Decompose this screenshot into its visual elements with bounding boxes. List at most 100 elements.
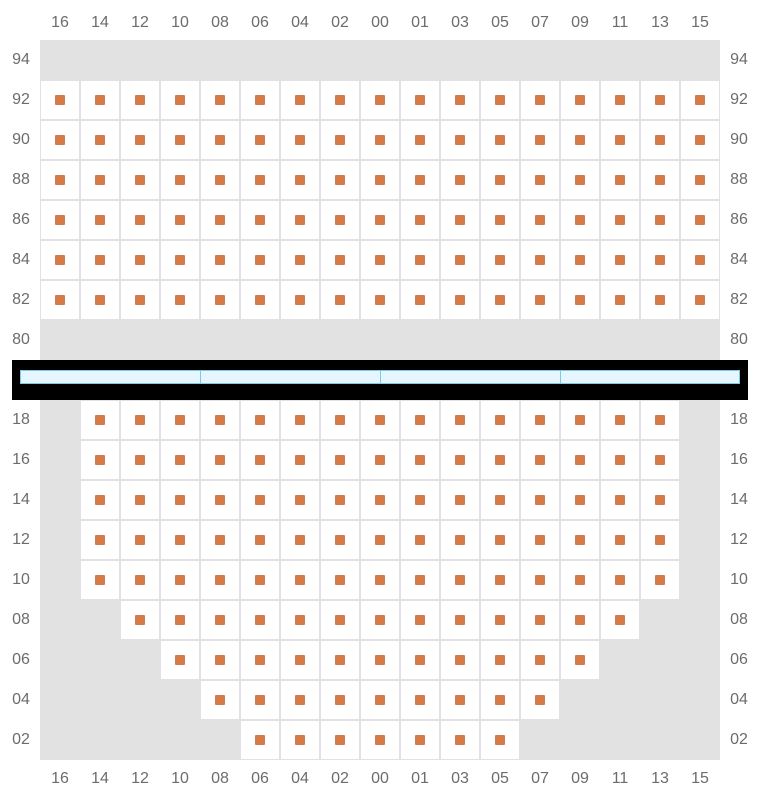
- seat-lower-14-03[interactable]: [455, 495, 465, 505]
- seat-upper-92-09[interactable]: [575, 95, 585, 105]
- seat-upper-90-10[interactable]: [175, 135, 185, 145]
- seat-upper-82-00[interactable]: [375, 295, 385, 305]
- seat-lower-16-03[interactable]: [455, 455, 465, 465]
- seat-lower-14-02[interactable]: [335, 495, 345, 505]
- seat-lower-10-04[interactable]: [295, 575, 305, 585]
- seat-lower-08-11[interactable]: [615, 615, 625, 625]
- seat-lower-04-01[interactable]: [415, 695, 425, 705]
- seat-lower-06-02[interactable]: [335, 655, 345, 665]
- seat-lower-08-05[interactable]: [495, 615, 505, 625]
- seat-upper-86-12[interactable]: [135, 215, 145, 225]
- seat-lower-12-09[interactable]: [575, 535, 585, 545]
- seat-upper-90-16[interactable]: [55, 135, 65, 145]
- seat-upper-88-08[interactable]: [215, 175, 225, 185]
- seat-lower-12-06[interactable]: [255, 535, 265, 545]
- seat-upper-82-10[interactable]: [175, 295, 185, 305]
- seat-lower-18-06[interactable]: [255, 415, 265, 425]
- seat-lower-06-03[interactable]: [455, 655, 465, 665]
- seat-lower-10-07[interactable]: [535, 575, 545, 585]
- seat-lower-16-00[interactable]: [375, 455, 385, 465]
- seat-upper-88-05[interactable]: [495, 175, 505, 185]
- seat-upper-86-08[interactable]: [215, 215, 225, 225]
- seat-lower-04-06[interactable]: [255, 695, 265, 705]
- seat-lower-18-03[interactable]: [455, 415, 465, 425]
- seat-upper-84-03[interactable]: [455, 255, 465, 265]
- seat-lower-14-06[interactable]: [255, 495, 265, 505]
- seat-upper-90-07[interactable]: [535, 135, 545, 145]
- seat-upper-92-05[interactable]: [495, 95, 505, 105]
- seat-upper-86-10[interactable]: [175, 215, 185, 225]
- seat-lower-02-04[interactable]: [295, 735, 305, 745]
- seat-upper-86-09[interactable]: [575, 215, 585, 225]
- seat-lower-12-07[interactable]: [535, 535, 545, 545]
- seat-lower-18-07[interactable]: [535, 415, 545, 425]
- seat-lower-08-06[interactable]: [255, 615, 265, 625]
- seat-lower-18-09[interactable]: [575, 415, 585, 425]
- seat-lower-06-09[interactable]: [575, 655, 585, 665]
- seat-upper-84-11[interactable]: [615, 255, 625, 265]
- seat-lower-16-08[interactable]: [215, 455, 225, 465]
- seat-upper-86-02[interactable]: [335, 215, 345, 225]
- seat-upper-86-06[interactable]: [255, 215, 265, 225]
- seat-lower-18-08[interactable]: [215, 415, 225, 425]
- seat-upper-86-04[interactable]: [295, 215, 305, 225]
- seat-upper-92-10[interactable]: [175, 95, 185, 105]
- seat-upper-82-05[interactable]: [495, 295, 505, 305]
- seat-lower-14-10[interactable]: [175, 495, 185, 505]
- seat-lower-14-14[interactable]: [95, 495, 105, 505]
- seat-lower-16-01[interactable]: [415, 455, 425, 465]
- seat-upper-92-02[interactable]: [335, 95, 345, 105]
- seat-upper-92-00[interactable]: [375, 95, 385, 105]
- seat-lower-10-08[interactable]: [215, 575, 225, 585]
- seat-lower-06-01[interactable]: [415, 655, 425, 665]
- seat-upper-84-10[interactable]: [175, 255, 185, 265]
- seat-lower-16-02[interactable]: [335, 455, 345, 465]
- seat-lower-16-04[interactable]: [295, 455, 305, 465]
- seat-upper-84-00[interactable]: [375, 255, 385, 265]
- seat-upper-90-05[interactable]: [495, 135, 505, 145]
- seat-lower-06-06[interactable]: [255, 655, 265, 665]
- seat-upper-88-00[interactable]: [375, 175, 385, 185]
- seat-lower-16-05[interactable]: [495, 455, 505, 465]
- seat-upper-92-11[interactable]: [615, 95, 625, 105]
- seat-lower-10-09[interactable]: [575, 575, 585, 585]
- seat-upper-92-08[interactable]: [215, 95, 225, 105]
- seat-lower-18-02[interactable]: [335, 415, 345, 425]
- seat-upper-84-16[interactable]: [55, 255, 65, 265]
- seat-upper-88-14[interactable]: [95, 175, 105, 185]
- seat-upper-88-07[interactable]: [535, 175, 545, 185]
- seat-upper-88-12[interactable]: [135, 175, 145, 185]
- seat-lower-10-12[interactable]: [135, 575, 145, 585]
- seat-lower-04-07[interactable]: [535, 695, 545, 705]
- seat-lower-08-01[interactable]: [415, 615, 425, 625]
- seat-upper-84-05[interactable]: [495, 255, 505, 265]
- seat-lower-04-04[interactable]: [295, 695, 305, 705]
- seat-lower-12-13[interactable]: [655, 535, 665, 545]
- seat-upper-84-07[interactable]: [535, 255, 545, 265]
- seat-upper-90-08[interactable]: [215, 135, 225, 145]
- seat-upper-86-16[interactable]: [55, 215, 65, 225]
- seat-upper-82-07[interactable]: [535, 295, 545, 305]
- seat-lower-12-10[interactable]: [175, 535, 185, 545]
- seat-upper-88-15[interactable]: [695, 175, 705, 185]
- seat-lower-04-03[interactable]: [455, 695, 465, 705]
- seat-upper-82-09[interactable]: [575, 295, 585, 305]
- seat-lower-10-01[interactable]: [415, 575, 425, 585]
- seat-upper-84-04[interactable]: [295, 255, 305, 265]
- seat-lower-18-14[interactable]: [95, 415, 105, 425]
- seat-lower-10-00[interactable]: [375, 575, 385, 585]
- seat-upper-92-13[interactable]: [655, 95, 665, 105]
- seat-upper-88-11[interactable]: [615, 175, 625, 185]
- seat-upper-92-01[interactable]: [415, 95, 425, 105]
- seat-upper-90-02[interactable]: [335, 135, 345, 145]
- seat-upper-92-07[interactable]: [535, 95, 545, 105]
- seat-lower-02-03[interactable]: [455, 735, 465, 745]
- seat-upper-90-14[interactable]: [95, 135, 105, 145]
- seat-upper-82-02[interactable]: [335, 295, 345, 305]
- seat-upper-86-15[interactable]: [695, 215, 705, 225]
- seat-lower-16-07[interactable]: [535, 455, 545, 465]
- seat-lower-18-00[interactable]: [375, 415, 385, 425]
- seat-upper-84-09[interactable]: [575, 255, 585, 265]
- seat-lower-04-05[interactable]: [495, 695, 505, 705]
- seat-lower-12-01[interactable]: [415, 535, 425, 545]
